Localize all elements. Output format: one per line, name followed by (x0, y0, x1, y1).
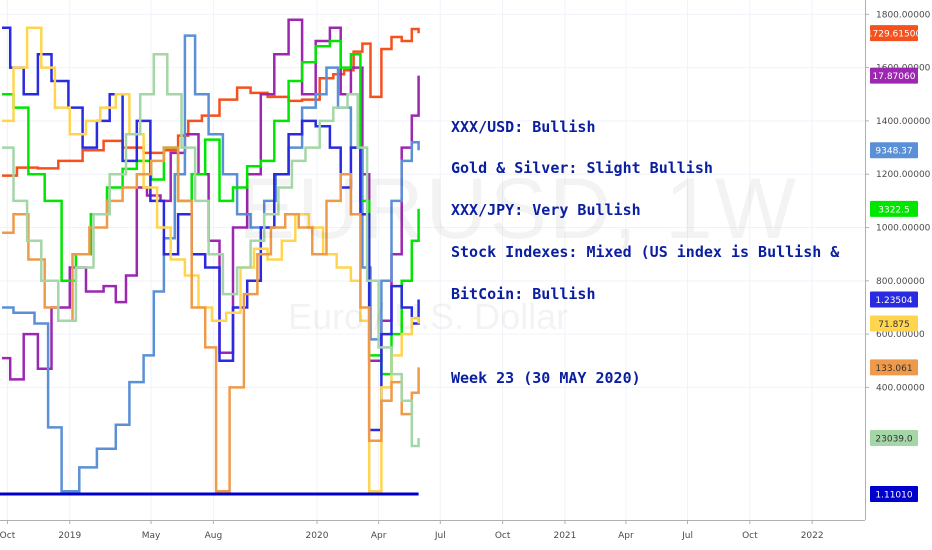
y-tick-label: 400.00000 (876, 383, 925, 393)
x-tick-label: 2020 (306, 531, 329, 541)
x-tick-label: Apr (618, 531, 634, 541)
price-badge-label: 1729.61500 (867, 30, 922, 40)
y-tick-label: 1000.00000 (876, 224, 931, 234)
note-xxx-jpy: XXX/JPY: Very Bullish (451, 201, 641, 219)
series-line-3 (2, 34, 420, 493)
y-tick-label: 1400.00000 (876, 117, 931, 127)
x-tick-label: Apr (371, 531, 387, 541)
series-line-7 (2, 146, 420, 493)
x-tick-label: Jul (434, 531, 446, 541)
series-line-1 (2, 27, 420, 177)
note-week: Week 23 (30 MAY 2020) (451, 369, 641, 387)
note-bitcoin: BitCoin: Bullish (451, 285, 596, 303)
price-badge-label: 133.061 (875, 364, 912, 374)
series-line-8 (2, 53, 420, 448)
price-badge-label: 3322.5 (878, 205, 910, 215)
price-badge-label: 71.875 (878, 320, 910, 330)
series-line-5 (2, 26, 420, 432)
x-tick-label: Oct (495, 531, 511, 541)
time-axis: Oct 2019 May Aug 2020 Apr Jul Oct 2021 Apr Jul Oct 2… (0, 520, 865, 541)
x-tick-label: Oct (0, 531, 16, 541)
x-tick-label: 2021 (553, 531, 576, 541)
y-tick-label: 800.00000 (876, 277, 925, 287)
price-badge (870, 142, 918, 159)
note-stock-indexes: Stock Indexes: Mixed (US index is Bullis… (451, 243, 840, 261)
price-badge (870, 200, 918, 217)
price-badge (870, 25, 918, 42)
y-tick-label: 1800.00000 (876, 10, 931, 20)
price-badge (870, 486, 918, 502)
watermark-description: Euro / U.S. Dollar (288, 296, 568, 338)
series-layer (0, 18, 420, 496)
x-tick-label: Jul (681, 531, 693, 541)
price-badge-label: 1.23504 (875, 296, 912, 306)
price-badge-label: 17.87060 (873, 72, 916, 82)
price-badge-label: 1.11010 (875, 491, 912, 501)
price-badge (870, 430, 918, 447)
price-badge-label: 23039.0 (875, 435, 912, 445)
x-tick-label: Oct (742, 531, 758, 541)
x-tick-label: 2022 (801, 531, 824, 541)
price-badges: 1729.61500 17.87060 9348.37 3322.5 1.23504 71… (867, 25, 922, 502)
price-badge (870, 291, 918, 308)
series-line-6 (2, 26, 420, 493)
x-tick-label: 2019 (58, 531, 81, 541)
y-tick-label: 600.00000 (876, 330, 925, 340)
price-badge (870, 315, 918, 332)
note-xxx-usd: XXX/USD: Bullish (451, 118, 596, 136)
price-badge (870, 359, 918, 376)
price-badge (870, 67, 918, 84)
x-tick-label: Aug (205, 531, 223, 541)
watermark-symbol: EURUSD, 1W (238, 160, 798, 259)
x-tick-label: May (142, 531, 161, 541)
y-tick-label: 1200.00000 (876, 170, 931, 180)
note-gold-silver: Gold & Silver: Slight Bullish (451, 159, 713, 177)
price-badge-label: 9348.37 (875, 147, 912, 157)
